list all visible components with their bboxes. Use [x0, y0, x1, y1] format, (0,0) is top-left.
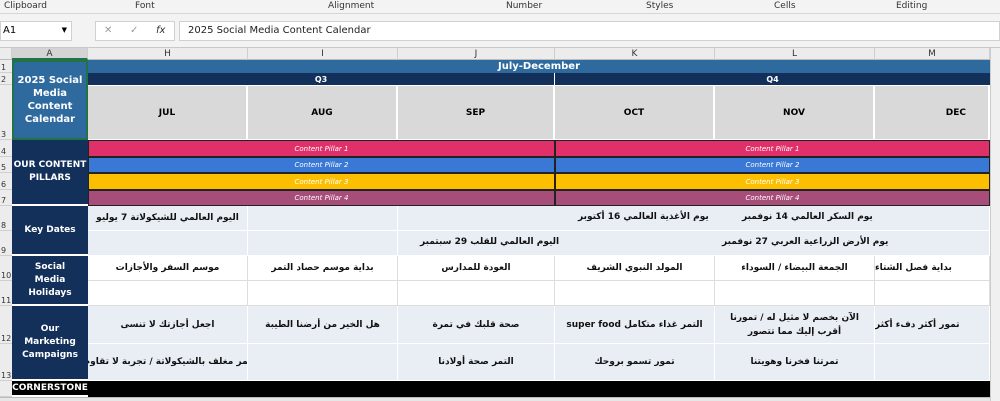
key-date-food-day: يوم الأغذية العالمي 16 أكتوبر	[578, 212, 709, 222]
label-campaigns: Our Marketing Campaigns	[12, 306, 88, 381]
cell-keydate-aug-8[interactable]	[248, 206, 398, 231]
row-header[interactable]: 2	[0, 73, 12, 85]
insert-function-icon[interactable]: fx	[156, 25, 166, 36]
label-holidays: Social Media Holidays	[12, 256, 88, 306]
cell-keydate-jul-8[interactable]: اليوم العالمي للشيكولاتة 7 يوليو	[88, 206, 248, 231]
column-header-m[interactable]: M	[875, 48, 990, 60]
ribbon-group-labels: Clipboard Font Alignment Number Styles C…	[0, 0, 1000, 14]
campaign-sep-2[interactable]: التمر صحة أولادنا	[398, 344, 555, 381]
month-aug: AUG	[248, 86, 398, 139]
cell-empty[interactable]	[88, 281, 248, 306]
select-all-corner[interactable]	[0, 48, 12, 60]
pillar-3-q4: Content Pillar 3	[555, 173, 990, 190]
pillar-3-q3: Content Pillar 3	[88, 173, 555, 190]
cell-empty[interactable]	[555, 281, 715, 306]
column-header-l[interactable]: L	[715, 48, 875, 60]
row-header[interactable]: 13	[0, 344, 12, 381]
key-date-diabetes-day: يوم السكر العالمي 14 نوفمبر	[742, 212, 873, 222]
row-header[interactable]: 10	[0, 256, 12, 281]
ribbon-number[interactable]: Number	[506, 1, 543, 11]
pillar-1-q4: Content Pillar 1	[555, 140, 990, 157]
key-date-heart-day: اليوم العالمي للقلب 29 سبتمبر	[420, 237, 560, 247]
cell-empty[interactable]	[248, 281, 398, 306]
campaign-sep-1[interactable]: صحة قلبك في تمرة	[398, 306, 555, 344]
pillar-2-q4: Content Pillar 2	[555, 157, 990, 173]
ribbon-clipboard[interactable]: Clipboard	[4, 1, 47, 11]
campaign-nov-2[interactable]: تمرتنا فخرنا وهويتنا	[715, 344, 875, 381]
month-oct: OCT	[555, 86, 715, 139]
ribbon-alignment[interactable]: Alignment	[328, 1, 375, 11]
enter-icon[interactable]: ✓	[130, 25, 139, 36]
row-header[interactable]: 4	[0, 140, 12, 157]
name-box[interactable]: A1 ▼	[0, 21, 72, 41]
campaign-aug-1[interactable]: هل الخير من أرضنا الطيبة	[248, 306, 398, 344]
pillar-2-q3: Content Pillar 2	[88, 157, 555, 173]
cell-empty[interactable]	[875, 281, 990, 306]
holiday-nov[interactable]: الجمعة البيضاء / السوداء	[715, 256, 875, 281]
sheet-tabs-bar[interactable]	[0, 397, 990, 401]
column-header-j[interactable]: J	[398, 48, 555, 60]
pillar-1-q3: Content Pillar 1	[88, 140, 555, 157]
row-header[interactable]: 1	[0, 60, 12, 73]
ribbon-cells[interactable]: Cells	[774, 1, 796, 11]
pillar-4-q4: Content Pillar 4	[555, 190, 990, 206]
cell-keydate-jul-9[interactable]	[88, 231, 248, 256]
holiday-jul[interactable]: موسم السفر والأجازات	[88, 256, 248, 281]
cell-keydate-row8[interactable]	[398, 206, 990, 231]
cell-keydate-row9[interactable]	[398, 231, 990, 256]
column-header-i[interactable]: I	[248, 48, 398, 60]
campaign-jul-2[interactable]: تمر مغلف بالشيكولاتة / تجربة لا تقاوم	[88, 344, 248, 381]
campaign-jul-1[interactable]: اجعل أجازتك لا تنسى	[88, 306, 248, 344]
label-key-dates: Key Dates	[12, 206, 88, 256]
campaign-dec-2[interactable]	[875, 344, 990, 381]
row-header[interactable]: 11	[0, 281, 12, 306]
campaign-aug-2[interactable]	[248, 344, 398, 381]
row-header[interactable]: 6	[0, 173, 12, 190]
month-nov: NOV	[715, 86, 875, 139]
row-header[interactable]: 3	[0, 85, 12, 140]
column-header-a[interactable]: A	[12, 48, 88, 60]
column-header-h[interactable]: H	[88, 48, 248, 60]
vertical-scrollbar[interactable]	[990, 48, 1000, 401]
row-header[interactable]	[0, 381, 12, 397]
label-cornerstone: CORNERSTONE	[12, 381, 88, 397]
month-dec: DEC	[875, 86, 990, 139]
period-header: July-December	[88, 60, 990, 73]
title-cell[interactable]: 2025 Social Media Content Calendar	[12, 60, 88, 140]
campaign-oct-1[interactable]: التمر غذاء متكامل super food	[555, 306, 715, 344]
holiday-dec[interactable]: بداية فصل الشتاء	[875, 256, 990, 281]
row-header[interactable]: 12	[0, 306, 12, 344]
name-box-value: A1	[3, 25, 17, 36]
ribbon-styles[interactable]: Styles	[646, 1, 674, 11]
row-header[interactable]: 9	[0, 231, 12, 256]
month-jul: JUL	[88, 86, 248, 139]
pillar-4-q3: Content Pillar 4	[88, 190, 555, 206]
quarter-q3: Q3	[88, 73, 555, 85]
holiday-sep[interactable]: العودة للمدارس	[398, 256, 555, 281]
chevron-down-icon[interactable]: ▼	[61, 26, 67, 34]
ribbon-font[interactable]: Font	[135, 1, 155, 11]
quarter-q4: Q4	[555, 73, 990, 85]
formula-buttons: ✕ ✓ fx	[95, 21, 175, 41]
row-header[interactable]: 7	[0, 190, 12, 206]
column-header-k[interactable]: K	[555, 48, 715, 60]
row-header[interactable]: 8	[0, 206, 12, 231]
ribbon-editing[interactable]: Editing	[896, 1, 928, 11]
formula-input[interactable]: 2025 Social Media Content Calendar	[179, 21, 1000, 41]
campaign-oct-2[interactable]: تمور تسمو بروحك	[555, 344, 715, 381]
label-content-pillars: OUR CONTENT PILLARS	[12, 140, 88, 206]
campaign-nov-1[interactable]: الآن بخصم لا مثيل له / تمورنا أقرب إليك …	[715, 306, 875, 344]
holiday-oct[interactable]: المولد النبوي الشريف	[555, 256, 715, 281]
cell-empty[interactable]	[715, 281, 875, 306]
cell-keydate-aug-9[interactable]	[248, 231, 398, 256]
cell-empty[interactable]	[398, 281, 555, 306]
campaign-dec-1[interactable]: تمور أكثر دفء أكثر	[875, 306, 990, 344]
key-date-arab-land-day: يوم الأرض الزراعية العربي 27 نوفمبر	[722, 237, 889, 247]
month-sep: SEP	[398, 86, 555, 139]
cancel-icon[interactable]: ✕	[104, 25, 113, 36]
cornerstone-row	[88, 381, 990, 397]
holiday-aug[interactable]: بداية موسم حصاد التمر	[248, 256, 398, 281]
row-header[interactable]: 5	[0, 157, 12, 173]
